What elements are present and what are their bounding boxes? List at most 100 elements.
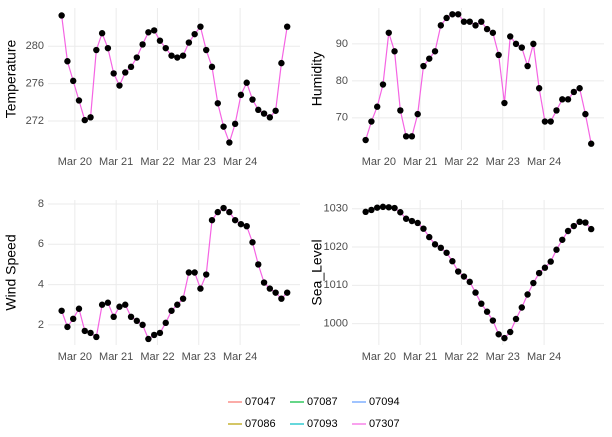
series-line [365, 206, 592, 339]
data-point [226, 208, 233, 216]
data-point [266, 285, 274, 292]
x-tick-label: Mar 20 [58, 351, 92, 363]
data-point [501, 334, 508, 342]
y-axis-title: Humidity [309, 52, 325, 106]
data-point [501, 99, 508, 107]
data-point [162, 319, 169, 327]
x-tick-label: Mar 22 [140, 156, 174, 168]
data-point [414, 219, 421, 227]
data-point [495, 331, 502, 338]
y-tick-label: 90 [336, 38, 348, 50]
data-point [518, 304, 525, 311]
y-axis-title: Temperature [3, 39, 19, 118]
data-point [391, 204, 398, 212]
data-point [385, 29, 392, 36]
data-point [70, 77, 77, 85]
data-point [191, 30, 198, 38]
data-point [110, 70, 117, 77]
data-point [507, 328, 514, 336]
data-point [58, 307, 65, 314]
data-point [98, 30, 106, 37]
x-tick-label: Mar 21 [99, 351, 133, 363]
y-tick-label: 272 [26, 115, 44, 127]
data-point [454, 268, 462, 275]
data-point [208, 216, 216, 224]
x-tick-label: Mar 20 [58, 156, 92, 168]
data-point [266, 114, 274, 121]
legend-text: 07086 [245, 418, 276, 430]
data-point [243, 79, 250, 86]
data-point [220, 204, 227, 212]
data-point [185, 269, 193, 276]
data-point [278, 59, 285, 67]
data-point [93, 46, 100, 54]
y-axis-title: Sea_Level [309, 239, 325, 305]
data-point [553, 107, 560, 114]
data-point [237, 91, 245, 99]
series-line [61, 207, 288, 340]
data-point [145, 335, 152, 343]
data-point [255, 106, 262, 114]
data-point [541, 118, 549, 125]
data-point [460, 273, 468, 280]
data-point [98, 301, 106, 308]
data-point [174, 54, 181, 61]
data-point [437, 244, 445, 252]
y-tick-label: 276 [26, 78, 44, 90]
data-point [133, 54, 141, 61]
y-tick-label: 1000 [324, 317, 348, 329]
data-point [272, 289, 279, 296]
data-point [449, 258, 456, 265]
data-point [139, 41, 146, 48]
data-point [559, 96, 566, 103]
data-point [449, 11, 456, 18]
legend-text: 07094 [369, 396, 400, 408]
data-point [214, 208, 221, 216]
data-point [197, 285, 204, 292]
data-point [116, 303, 123, 310]
x-tick-label: Mar 24 [527, 351, 561, 363]
data-point [127, 63, 135, 71]
data-point [570, 222, 578, 230]
x-tick-label: Mar 23 [486, 156, 520, 168]
data-point [127, 313, 135, 321]
data-point [564, 227, 572, 235]
data-point [397, 107, 404, 114]
data-point [133, 317, 141, 325]
data-point [460, 18, 468, 25]
data-point [483, 308, 491, 315]
data-point [156, 37, 164, 44]
data-point [145, 29, 152, 36]
x-tick-label: Mar 20 [362, 156, 396, 168]
data-point [168, 52, 175, 59]
data-point [489, 29, 497, 36]
series-line [365, 13, 592, 144]
x-tick-label: Mar 23 [182, 156, 216, 168]
data-point [587, 225, 595, 233]
data-point [414, 110, 421, 118]
data-point [368, 118, 375, 125]
data-point [208, 63, 216, 71]
data-point [75, 97, 83, 104]
data-point [397, 209, 404, 216]
data-point [576, 85, 583, 92]
x-tick-label: Mar 22 [444, 351, 478, 363]
data-point [466, 278, 473, 286]
data-point [466, 18, 473, 25]
data-point [203, 271, 210, 278]
data-point [70, 315, 77, 323]
data-point [385, 204, 392, 211]
data-point [174, 301, 181, 308]
data-point [379, 81, 387, 88]
data-point [547, 258, 554, 265]
x-tick-label: Mar 23 [486, 351, 520, 363]
data-point [379, 203, 387, 211]
data-point [541, 264, 549, 271]
data-point [547, 118, 554, 125]
data-point [191, 269, 198, 276]
data-point [535, 269, 543, 277]
data-point [431, 241, 439, 248]
data-point [255, 261, 262, 268]
y-tick-label: 80 [336, 75, 348, 87]
